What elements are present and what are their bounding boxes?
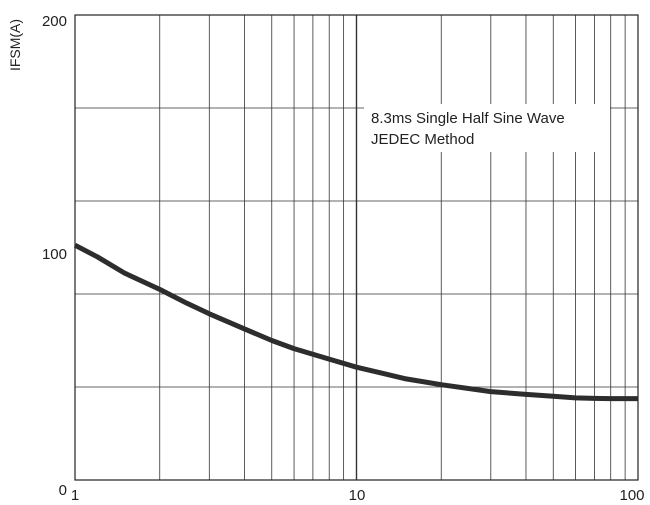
x-tick-label-10: 10 — [349, 487, 366, 504]
y-tick-label-100: 100 — [42, 246, 67, 263]
annotation-line-2: JEDEC Method — [371, 131, 474, 148]
y-tick-label-0: 0 — [59, 482, 67, 499]
annotation-background — [364, 104, 610, 152]
y-axis-label: IFSM(A) — [7, 19, 23, 71]
x-tick-label-1: 1 — [71, 487, 79, 504]
series-line-0 — [73, 242, 638, 402]
grid-layer — [75, 15, 638, 480]
series-layer — [73, 242, 638, 402]
annotation-line-1: 8.3ms Single Half Sine Wave — [371, 110, 565, 127]
y-tick-label-200: 200 — [42, 13, 67, 30]
x-tick-label-100: 100 — [619, 487, 644, 504]
